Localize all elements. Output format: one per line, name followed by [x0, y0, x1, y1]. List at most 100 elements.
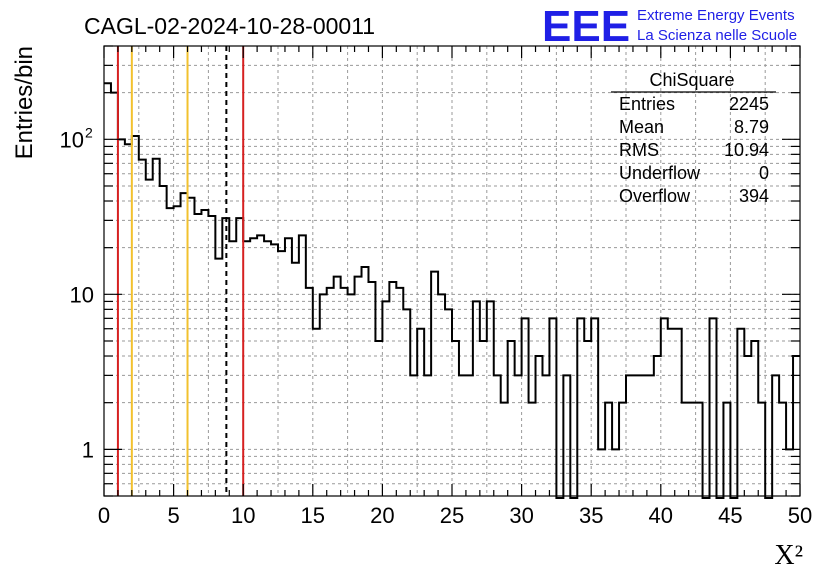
- histogram-bin: [243, 241, 250, 496]
- histogram-bin: [529, 403, 536, 496]
- stats-value: 394: [739, 186, 769, 206]
- histogram-bin: [396, 288, 403, 496]
- histogram-bin: [459, 375, 466, 496]
- histogram-bin: [257, 235, 264, 496]
- histogram-bin: [772, 375, 779, 496]
- stats-value: 2245: [729, 94, 769, 114]
- histogram-bin: [424, 375, 431, 496]
- histogram-bin: [299, 235, 306, 496]
- histogram-bin: [403, 309, 410, 496]
- y-tick-label: 1: [82, 437, 94, 462]
- histogram-bin: [682, 403, 689, 496]
- histogram-bin: [633, 375, 640, 496]
- histogram-bin: [139, 160, 146, 496]
- x-tick-label: 45: [718, 503, 742, 528]
- histogram-bin: [508, 341, 515, 496]
- y-tick-label: 10: [70, 282, 94, 307]
- histogram-bin: [160, 186, 167, 496]
- histogram-bin: [174, 206, 181, 496]
- eee-logo-line2: La Scienza nelle Scuole: [637, 27, 797, 44]
- histogram-bin: [292, 263, 299, 496]
- histogram-bin: [188, 198, 195, 496]
- histogram-bin: [153, 159, 160, 496]
- histogram-bin: [744, 356, 751, 496]
- eee-logo-line1: Extreme Energy Events: [637, 7, 795, 24]
- histogram-bin: [278, 251, 285, 496]
- histogram-bin: [598, 449, 605, 496]
- stats-box: ChiSquare Entries 2245 Mean 8.79 RMS 10.94 Und…: [611, 70, 776, 206]
- x-tick-label: 15: [301, 503, 325, 528]
- histogram-bin: [737, 329, 744, 496]
- histogram-bin: [125, 144, 132, 496]
- histogram-bin: [181, 193, 188, 496]
- histogram-bin: [271, 244, 278, 496]
- histogram-bin: [661, 318, 668, 496]
- histogram-bin: [626, 375, 633, 496]
- histogram-bin: [438, 294, 445, 496]
- histogram-bin: [104, 83, 111, 496]
- histogram-bin: [605, 403, 612, 496]
- x-tick-label: 20: [370, 503, 394, 528]
- histogram-bin: [431, 272, 438, 496]
- histogram-bin: [334, 277, 341, 496]
- stats-label: Underflow: [619, 163, 701, 183]
- histogram-bin: [480, 341, 487, 496]
- eee-logo: EEE Extreme Energy Events La Scienza nel…: [542, 2, 797, 51]
- x-tick-label: 25: [440, 503, 464, 528]
- histogram-bin: [647, 375, 654, 496]
- histogram-bin: [654, 356, 661, 496]
- histogram-bin: [640, 375, 647, 496]
- histogram-bin: [515, 375, 522, 496]
- x-axis-title: X²: [774, 540, 803, 571]
- histogram-bin: [313, 329, 320, 496]
- histogram-bin: [584, 341, 591, 496]
- histogram-bin: [215, 259, 222, 496]
- histogram-bin: [146, 180, 153, 496]
- x-tick-label: 5: [167, 503, 179, 528]
- histogram-bin: [473, 301, 480, 496]
- histogram-bin: [689, 403, 696, 496]
- histogram-bin: [466, 375, 473, 496]
- histogram-bin: [675, 329, 682, 496]
- stats-value: 0: [759, 163, 769, 183]
- histogram-bin: [563, 375, 570, 496]
- histogram-bin: [306, 288, 313, 496]
- histogram-bin: [577, 318, 584, 496]
- histogram-bin: [382, 301, 389, 496]
- x-tick-label: 30: [509, 503, 533, 528]
- histogram-bin: [542, 375, 549, 496]
- stats-title: ChiSquare: [649, 70, 734, 90]
- histogram-bin: [696, 403, 703, 496]
- histogram-bin: [758, 403, 765, 496]
- stats-label: Overflow: [619, 186, 691, 206]
- histogram-bin: [522, 318, 529, 496]
- y-tick-label: 10: [60, 127, 84, 152]
- histogram-bin: [389, 282, 396, 496]
- histogram-bin: [250, 238, 257, 496]
- histogram-bin: [229, 241, 236, 496]
- histogram-bin: [368, 282, 375, 496]
- histogram-bin: [362, 267, 369, 496]
- x-tick-label: 35: [579, 503, 603, 528]
- histogram-bin: [751, 341, 758, 496]
- histogram-bin: [327, 288, 334, 496]
- histogram-bin: [591, 318, 598, 496]
- histogram-series: [104, 82, 800, 499]
- y-axis-title: Entries/bin: [11, 46, 38, 159]
- eee-logo-text: EEE: [542, 2, 630, 51]
- histogram-bin: [668, 329, 675, 496]
- histogram-bin: [201, 210, 208, 496]
- x-tick-label: 10: [231, 503, 255, 528]
- histogram-bin: [355, 277, 362, 496]
- histogram-bin: [264, 241, 271, 496]
- y-tick-label-exponent: 2: [85, 124, 93, 140]
- histogram-bin: [320, 294, 327, 496]
- histogram-bin: [536, 356, 543, 496]
- histogram-bin: [167, 208, 174, 496]
- histogram-bin: [494, 375, 501, 496]
- x-tick-label: 40: [649, 503, 673, 528]
- x-tick-label: 0: [98, 503, 110, 528]
- histogram-bin: [348, 294, 355, 496]
- stats-value: 10.94: [724, 140, 769, 160]
